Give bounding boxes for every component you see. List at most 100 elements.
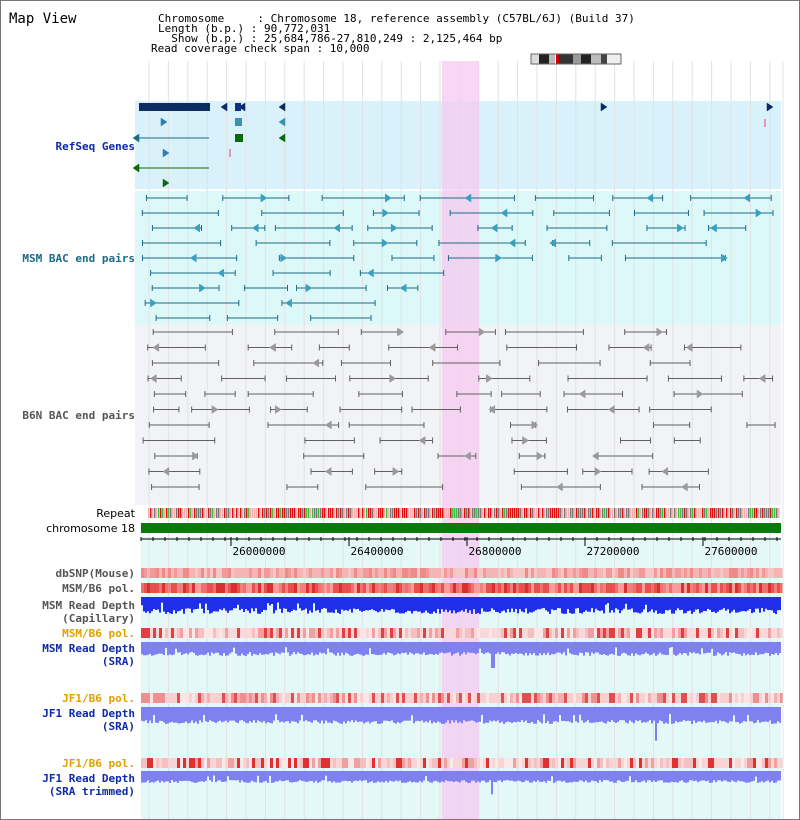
jf1-b6-pol-trim-strip (435, 758, 438, 768)
jf1-depth-sra-bar (319, 707, 321, 724)
jf1-depth-trim-bar (483, 771, 485, 781)
jf1-b6-pol-strip (579, 693, 582, 703)
msm-depth-capillary-bar (655, 597, 657, 611)
msm-depth-capillary-bar (555, 597, 557, 610)
track-label-jf1-depth-sra[interactable]: JF1 Read Depth (42, 707, 135, 720)
msm-b6-pol-sra-strip (489, 628, 492, 638)
msm-b6-pol-sra-strip (711, 628, 714, 638)
gene-feature (235, 103, 241, 111)
jf1-depth-trim-bar (341, 771, 343, 782)
msm-depth-capillary-bar (219, 597, 221, 610)
msm-b6-pol-sra-strip (288, 628, 291, 638)
jf1-depth-trim-bar (241, 771, 243, 781)
msm-b6-pol-sra-strip (708, 628, 711, 638)
jf1-b6-pol-strip (741, 693, 744, 703)
repeat-element (400, 508, 402, 518)
track-label-msm-b6-pol-sra[interactable]: MSM/B6 pol. (62, 627, 135, 640)
msm-depth-capillary-bar (707, 597, 709, 609)
msm-depth-sra-bar (713, 642, 715, 656)
track-label-msm-b6-pol[interactable]: MSM/B6 pol. (62, 582, 135, 595)
msm-b6-pol-strip (264, 583, 267, 593)
jf1-depth-sra-bar (231, 707, 233, 721)
msm-depth-capillary-bar (633, 597, 635, 613)
jf1-b6-pol-strip (204, 693, 207, 703)
msm-depth-capillary-bar (597, 597, 599, 611)
track-label-msm-bac[interactable]: MSM BAC end pairs (22, 252, 135, 265)
track-label-msm-depth-capillary[interactable]: MSM Read Depth (42, 599, 135, 612)
repeat-element (398, 508, 400, 518)
repeat-element (486, 508, 488, 518)
msm-depth-capillary-bar (293, 597, 295, 610)
repeat-element (438, 508, 440, 518)
msm-b6-pol-strip (567, 583, 570, 593)
jf1-depth-trim-bar (167, 771, 169, 782)
msm-depth-sra-bar (757, 642, 759, 656)
msm-b6-pol-strip (627, 583, 630, 593)
jf1-depth-sra-bar (649, 707, 651, 721)
dbsnp-strip (768, 568, 771, 578)
repeat-element (500, 508, 502, 518)
jf1-b6-pol-strip (276, 693, 279, 703)
repeat-element (686, 508, 688, 518)
msm-b6-pol-strip (687, 583, 690, 593)
jf1-depth-trim-bar (647, 771, 649, 781)
jf1-depth-trim-bar (507, 771, 509, 781)
track-label-refseq[interactable]: RefSeq Genes (55, 140, 135, 153)
jf1-depth-trim-bar (505, 771, 507, 781)
jf1-depth-trim-bar (175, 771, 177, 782)
msm-depth-sra-bar (571, 642, 573, 655)
track-label-jf1-depth-trim[interactable]: JF1 Read Depth (42, 772, 135, 785)
msm-b6-pol-strip (735, 583, 738, 593)
msm-depth-capillary-bar (539, 597, 541, 610)
msm-depth-sra-bar (179, 642, 181, 653)
track-label-chromosome[interactable]: chromosome 18 (46, 522, 135, 535)
repeat-element (372, 508, 374, 518)
msm-depth-capillary-bar (545, 597, 547, 611)
repeat-element (410, 508, 412, 518)
msm-depth-capillary-bar (747, 597, 749, 611)
track-label-b6n-bac[interactable]: B6N BAC end pairs (22, 409, 135, 422)
track-label-repeat[interactable]: Repeat (96, 507, 135, 520)
msm-b6-pol-sra-strip (552, 628, 555, 638)
track-label-jf1-b6-pol-trim[interactable]: JF1/B6 pol. (62, 757, 135, 770)
msm-b6-pol-strip (273, 583, 276, 593)
jf1-depth-trim-bar (775, 771, 777, 783)
dbsnp-strip (780, 568, 783, 578)
chromosome-ideogram-icon[interactable] (530, 53, 622, 65)
msm-depth-sra-bar (761, 642, 763, 655)
msm-depth-sra-bar (775, 642, 777, 653)
repeat-element (356, 508, 358, 518)
dbsnp-strip (186, 568, 189, 578)
msm-b6-pol-strip (186, 583, 189, 593)
msm-depth-capillary-bar (323, 597, 325, 609)
jf1-depth-trim-bar (521, 771, 523, 783)
repeat-element (692, 508, 694, 518)
msm-b6-pol-strip (507, 583, 510, 593)
msm-depth-capillary-bar (283, 597, 285, 609)
track-label-jf1-b6-pol[interactable]: JF1/B6 pol. (62, 692, 135, 705)
jf1-b6-pol-strip (504, 693, 507, 703)
msm-depth-capillary-bar (575, 597, 577, 609)
msm-b6-pol-strip (366, 583, 369, 593)
msm-b6-pol-sra-strip (735, 628, 738, 638)
jf1-depth-sra-bar (725, 707, 727, 723)
jf1-b6-pol-trim-strip (285, 758, 288, 768)
jf1-depth-trim-bar (633, 771, 635, 783)
repeat-element (730, 508, 732, 518)
msm-b6-pol-strip (171, 583, 174, 593)
msm-b6-pol-strip (531, 583, 534, 593)
msm-b6-pol-sra-strip (285, 628, 288, 638)
msm-b6-pol-sra-strip (483, 628, 486, 638)
msm-depth-sra-bar (201, 642, 203, 655)
track-label-dbsnp[interactable]: dbSNP(Mouse) (55, 567, 135, 580)
dbsnp-strip (432, 568, 435, 578)
track-label-msm-depth-sra[interactable]: MSM Read Depth (42, 642, 135, 655)
jf1-depth-sra-bar (721, 707, 723, 722)
msm-b6-pol-strip (213, 583, 216, 593)
jf1-depth-trim-bar (615, 771, 617, 783)
jf1-depth-sra-bar (503, 707, 505, 724)
msm-depth-capillary-bar (759, 597, 761, 613)
jf1-depth-trim-bar (489, 771, 491, 781)
jf1-depth-trim-bar (567, 771, 569, 783)
